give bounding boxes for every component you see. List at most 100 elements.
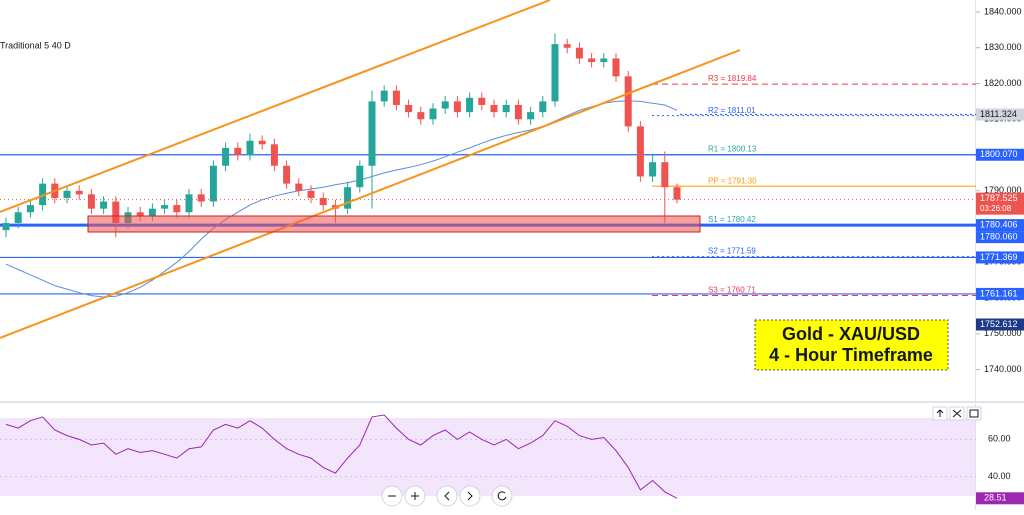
- candle-body: [75, 190, 83, 195]
- icon: [936, 409, 944, 417]
- price-tag: [976, 108, 1024, 121]
- candle-body: [222, 147, 230, 166]
- candle-body: [392, 90, 400, 105]
- candle-body: [649, 162, 657, 177]
- candle-body: [368, 101, 376, 166]
- pivot-label: R1 = 1800.13: [708, 145, 757, 154]
- y-tick-label: 1790.000: [984, 185, 1022, 195]
- indicator-label: Traditional 5 40 D: [0, 40, 71, 50]
- price-tag: [976, 287, 1024, 300]
- price-tag: [976, 219, 1024, 232]
- candle-body: [551, 44, 559, 102]
- candle-body: [258, 140, 266, 145]
- icon: [952, 409, 962, 418]
- candle-body: [612, 58, 620, 77]
- candle-body: [453, 101, 461, 113]
- candle-body: [136, 212, 144, 216]
- candle-body: [63, 190, 71, 198]
- channel-upper: [0, 0, 551, 213]
- candle-body: [100, 201, 108, 209]
- pivot-label: PP = 1791.30: [708, 176, 757, 185]
- candle-body: [539, 101, 547, 113]
- candle-body: [87, 194, 95, 209]
- candle-body: [112, 201, 120, 223]
- nav-buttons: [381, 485, 513, 507]
- annotation-bg: [754, 319, 949, 371]
- annotation-box: Gold - XAU/USD 4 - Hour Timeframe: [754, 319, 949, 371]
- rsi-tick-label: 40.00: [988, 471, 1011, 481]
- price-tag: [976, 318, 1024, 331]
- pivot-label: R3 = 1819.84: [708, 74, 757, 83]
- candle-body: [39, 183, 47, 206]
- candle-body: [380, 90, 388, 102]
- candle-body: [514, 104, 522, 120]
- candle-body: [197, 194, 205, 202]
- candle-body: [295, 183, 303, 191]
- price-tag: [976, 251, 1024, 264]
- candle-body: [307, 190, 315, 198]
- pivot-label: S1 = 1780.42: [708, 215, 756, 224]
- price-tag-label: 1780.406: [980, 219, 1018, 229]
- price-tag-label: 1761.161: [980, 288, 1018, 298]
- price-tag-label: 1800.070: [980, 149, 1018, 159]
- support-zone: [87, 215, 701, 233]
- y-tick-label: 1830.000: [984, 42, 1022, 52]
- candle-body: [161, 205, 169, 209]
- candle-body: [270, 144, 278, 166]
- reset-button[interactable]: [491, 485, 513, 507]
- candle-body: [441, 101, 449, 109]
- rsi-band: [0, 418, 975, 496]
- annotation-line: 4 - Hour Timeframe: [769, 345, 933, 365]
- candle-body: [185, 194, 193, 213]
- pivot-label: S2 = 1771.59: [708, 247, 756, 256]
- price-tag-label: 1752.612: [980, 319, 1018, 329]
- pivot-label: R2 = 1811.01: [708, 106, 756, 115]
- price-tag: [976, 231, 1024, 244]
- price-tag-label: 1771.369: [980, 252, 1018, 262]
- candle-body: [405, 104, 413, 113]
- candle-body: [575, 47, 583, 59]
- candle-body: [234, 147, 242, 156]
- candle-body: [636, 126, 644, 177]
- rsi-tick-label: 60.00: [988, 434, 1011, 444]
- rsi-tag: [976, 492, 1024, 505]
- price-tag-label: 1811.324: [980, 109, 1017, 119]
- rsi-tag-label: 28.51: [984, 493, 1007, 503]
- scroll-right-button[interactable]: [459, 485, 481, 507]
- rsi-pane-buttons: [932, 406, 982, 421]
- candle-body: [283, 165, 291, 184]
- candle-body: [661, 162, 669, 188]
- y-tick-label: 1740.000: [984, 364, 1022, 374]
- icon: [969, 409, 979, 418]
- candle-body: [527, 112, 535, 120]
- y-tick-label: 1840.000: [984, 6, 1022, 16]
- candle-body: [624, 76, 632, 127]
- candle-body: [319, 197, 327, 206]
- candle-body: [563, 44, 571, 48]
- candle-body: [344, 187, 352, 209]
- maximize-button[interactable]: [966, 406, 982, 421]
- candle-body: [429, 108, 437, 120]
- candle-body: [490, 104, 498, 113]
- channel-lower: [0, 49, 741, 339]
- candle-body: [600, 58, 608, 63]
- annotation-line: Gold - XAU/USD: [782, 324, 920, 344]
- candle-body: [356, 165, 364, 188]
- icon: [497, 491, 507, 501]
- price-tag: [976, 148, 1024, 161]
- y-tick-label: 1750.000: [984, 328, 1022, 338]
- icon: [411, 492, 419, 500]
- candle-body: [466, 97, 474, 113]
- candle-body: [2, 222, 10, 231]
- candle-body: [502, 104, 510, 113]
- last-price-tag: [976, 192, 1024, 215]
- scroll-left-button[interactable]: [436, 485, 458, 507]
- candle-body: [14, 212, 22, 223]
- price-tag-label: 1780.060: [980, 231, 1018, 241]
- icon: [467, 491, 473, 501]
- candle-body: [588, 58, 596, 63]
- candle-body: [246, 140, 254, 156]
- candle-body: [417, 112, 425, 120]
- candle-body: [26, 205, 34, 213]
